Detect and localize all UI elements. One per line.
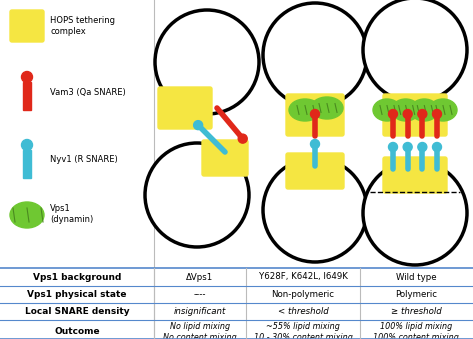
FancyBboxPatch shape	[286, 94, 344, 136]
Circle shape	[363, 161, 467, 265]
Ellipse shape	[373, 99, 401, 121]
Text: Vps1 physical state: Vps1 physical state	[27, 290, 127, 299]
Ellipse shape	[10, 202, 44, 228]
Circle shape	[310, 109, 319, 119]
Circle shape	[263, 3, 367, 107]
Text: ~55% lipid mixing
10 - 30% content mixing: ~55% lipid mixing 10 - 30% content mixin…	[254, 322, 352, 339]
Text: ΔVps1: ΔVps1	[186, 273, 214, 281]
Text: Wild type: Wild type	[396, 273, 436, 281]
Circle shape	[388, 109, 397, 119]
Text: No lipid mixing
No content mixing: No lipid mixing No content mixing	[163, 322, 237, 339]
Circle shape	[418, 142, 427, 152]
FancyBboxPatch shape	[202, 140, 248, 176]
Text: Non-polymeric: Non-polymeric	[272, 290, 334, 299]
Text: Vps1
(dynamin): Vps1 (dynamin)	[50, 204, 93, 224]
FancyBboxPatch shape	[383, 157, 447, 193]
Text: Outcome: Outcome	[54, 327, 100, 337]
Circle shape	[145, 143, 249, 247]
Circle shape	[21, 140, 33, 151]
FancyBboxPatch shape	[286, 153, 344, 189]
Circle shape	[363, 0, 467, 102]
Text: HOPS tethering
complex: HOPS tethering complex	[50, 16, 115, 36]
Text: insignificant: insignificant	[174, 307, 226, 316]
Circle shape	[310, 140, 319, 148]
FancyBboxPatch shape	[10, 10, 44, 42]
Ellipse shape	[311, 97, 343, 119]
Circle shape	[403, 109, 412, 119]
Text: Local SNARE density: Local SNARE density	[25, 307, 129, 316]
FancyBboxPatch shape	[158, 87, 212, 129]
Text: ----: ----	[194, 290, 206, 299]
Circle shape	[403, 142, 412, 152]
Ellipse shape	[429, 99, 457, 121]
Bar	[23, 150, 31, 178]
Circle shape	[418, 109, 427, 119]
Circle shape	[432, 142, 441, 152]
FancyBboxPatch shape	[383, 94, 447, 136]
Text: < threshold: < threshold	[278, 307, 328, 316]
Text: Nyv1 (R SNARE): Nyv1 (R SNARE)	[50, 156, 118, 164]
Text: 100% lipid mixing
100% content mixing: 100% lipid mixing 100% content mixing	[373, 322, 459, 339]
Circle shape	[193, 121, 202, 129]
Text: Vam3 (Qa SNARE): Vam3 (Qa SNARE)	[50, 87, 126, 97]
Bar	[23, 82, 31, 110]
Circle shape	[238, 134, 247, 143]
Ellipse shape	[289, 99, 321, 121]
Circle shape	[432, 109, 441, 119]
Text: Polymeric: Polymeric	[395, 290, 437, 299]
Circle shape	[155, 10, 259, 114]
Text: Vps1 background: Vps1 background	[33, 273, 121, 281]
Circle shape	[388, 142, 397, 152]
Text: ≥ threshold: ≥ threshold	[391, 307, 441, 316]
Text: Y628F, K642L, I649K: Y628F, K642L, I649K	[259, 273, 348, 281]
Circle shape	[21, 72, 33, 82]
Circle shape	[263, 158, 367, 262]
Ellipse shape	[411, 99, 438, 121]
Ellipse shape	[392, 99, 420, 121]
